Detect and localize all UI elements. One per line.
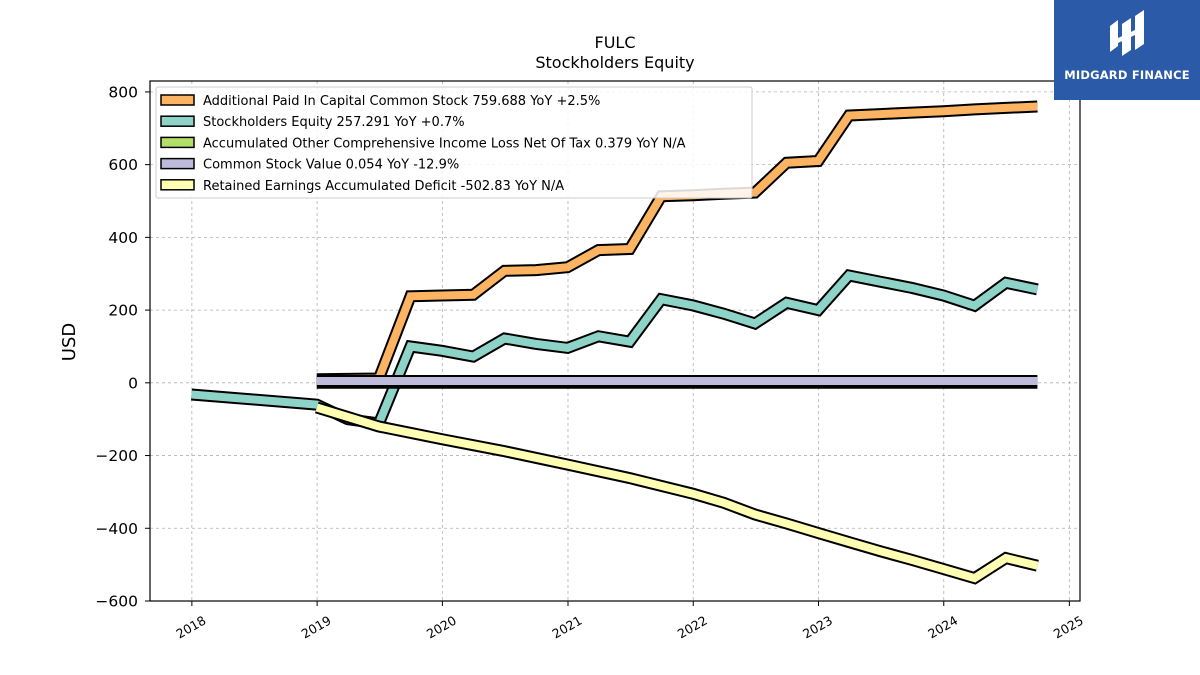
- brand-name: MIDGARD FINANCE: [1064, 68, 1190, 82]
- legend-box: [155, 86, 753, 199]
- y-axis-label: USD: [59, 323, 80, 361]
- axes: 800 600 400 200 0 −200 −400 −600 2018 2019 2020 202…: [95, 83, 1085, 641]
- legend-entry-label: Accumulated Other Comprehensive Income L…: [203, 136, 686, 151]
- legend-entry-label: Stockholders Equity 257.291 YoY +0.7%: [203, 115, 465, 130]
- legend-swatch: [160, 157, 195, 170]
- brand-logo-mark-icon: [1110, 10, 1144, 56]
- chart-title: FULC: [595, 33, 636, 52]
- series-line-1: [191, 268, 1039, 431]
- y-tick-label: 0: [128, 374, 138, 392]
- x-tick-label: 2020: [424, 613, 459, 642]
- x-tick-label: 2018: [173, 613, 208, 642]
- chart-subtitle: Stockholders Equity: [535, 53, 694, 72]
- x-tick-label: 2019: [299, 613, 334, 642]
- legend: Additional Paid In Capital Common Stock …: [155, 86, 753, 199]
- legend-swatch: [160, 136, 195, 149]
- legend-entry-label: Common Stock Value 0.054 YoY -12.9%: [203, 158, 459, 173]
- legend-entry-label: Additional Paid In Capital Common Stock …: [203, 94, 600, 109]
- series-core: [315, 403, 1039, 583]
- y-tick-label: 600: [108, 156, 138, 174]
- x-tick-label: 2021: [549, 613, 584, 642]
- x-tick-label: 2024: [925, 613, 960, 642]
- series-line-4: [315, 401, 1039, 585]
- x-tick-label: 2025: [1051, 613, 1086, 642]
- legend-swatch: [160, 115, 195, 127]
- plot-frame: [149, 80, 1081, 602]
- y-tick-label: −600: [95, 593, 138, 611]
- y-tick-label: 200: [108, 302, 138, 320]
- y-tick-label: −400: [95, 520, 138, 538]
- x-tick-label: 2022: [675, 613, 710, 642]
- y-tick-label: 400: [108, 229, 138, 247]
- y-tick-label: 800: [108, 83, 138, 101]
- series-core: [191, 271, 1039, 428]
- legend-entry-label: Retained Earnings Accumulated Deficit -5…: [203, 179, 564, 194]
- legend-swatch: [160, 179, 195, 191]
- x-tick-label: 2023: [800, 613, 835, 642]
- y-tick-label: −200: [95, 447, 138, 465]
- legend-swatch: [160, 94, 195, 106]
- brand-logo: MIDGARD FINANCE: [1054, 0, 1200, 100]
